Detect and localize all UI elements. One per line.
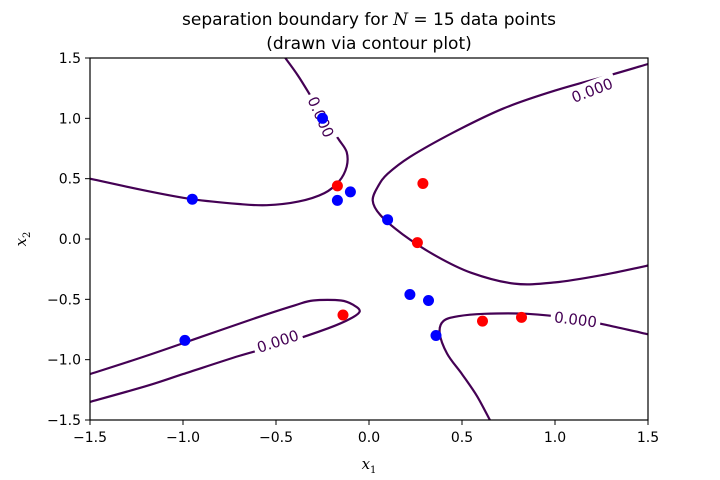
contour-label-bg <box>549 306 602 333</box>
y-tick-label: 0.5 <box>59 172 81 188</box>
data-point-blue-7 <box>423 295 434 306</box>
data-point-red-3 <box>411 237 423 249</box>
data-point-blue-3 <box>331 194 343 206</box>
data-point-blue-4 <box>186 193 198 205</box>
y-tick-label: 1.5 <box>59 51 81 67</box>
x-axis-ticks: −1.5 −1.0 −0.5 0.0 0.5 1.0 1.5 <box>73 420 659 446</box>
x-tick-label: −1.0 <box>166 430 200 446</box>
contour-label-bg <box>565 72 620 109</box>
y-axis-ticks: −1.5 −1.0 −0.5 0.0 0.5 1.0 1.5 <box>47 51 90 429</box>
data-point-red-4 <box>337 309 349 321</box>
y-tick-label: −1.0 <box>47 353 81 369</box>
data-point-red-6 <box>516 311 527 323</box>
contour-label-2: 0.000 <box>565 72 620 109</box>
x-tick-label: −1.5 <box>73 430 107 446</box>
contour-line-4 <box>438 312 649 421</box>
chart-subtitle: (drawn via contour plot) <box>266 34 472 54</box>
contour-lines <box>89 57 649 421</box>
x-tick-label: −0.5 <box>259 430 293 446</box>
data-point-red-2 <box>417 178 429 189</box>
chart-title: separation boundary for N = 15 data poin… <box>182 10 556 30</box>
data-point-red-5 <box>477 315 488 327</box>
data-point-blue-2 <box>344 186 356 198</box>
contour-label-4: 0.000 <box>549 306 602 333</box>
data-point-blue-8 <box>430 330 442 341</box>
data-point-red-1 <box>331 180 343 192</box>
contour-line-2 <box>371 62 649 286</box>
x-tick-label: 0.0 <box>358 430 380 446</box>
x-tick-label: 1.0 <box>544 430 566 446</box>
y-axis-label: x2 <box>12 232 33 247</box>
x-tick-label: 0.5 <box>451 430 473 446</box>
contour-label-bg <box>251 324 305 359</box>
contour-label-3: 0.000 <box>251 324 305 359</box>
y-tick-label: 0.0 <box>59 232 81 248</box>
x-axis-label: x1 <box>362 455 377 476</box>
plot-frame <box>89 57 649 421</box>
y-tick-label: −1.5 <box>47 413 81 429</box>
data-point-blue-5 <box>382 214 394 226</box>
contour-line-3 <box>89 298 361 403</box>
contour-line-1 <box>89 57 349 207</box>
data-point-blue-6 <box>404 289 416 300</box>
y-tick-label: −0.5 <box>47 292 81 308</box>
x-tick-label: 1.5 <box>637 430 659 446</box>
contour-label-text: 0.000 <box>255 326 301 356</box>
data-point-blue-1 <box>317 112 328 124</box>
data-point-blue-9 <box>179 334 191 346</box>
contour-label-text: 0.000 <box>553 308 598 331</box>
y-tick-label: 1.0 <box>59 111 81 127</box>
data-points <box>179 112 527 346</box>
